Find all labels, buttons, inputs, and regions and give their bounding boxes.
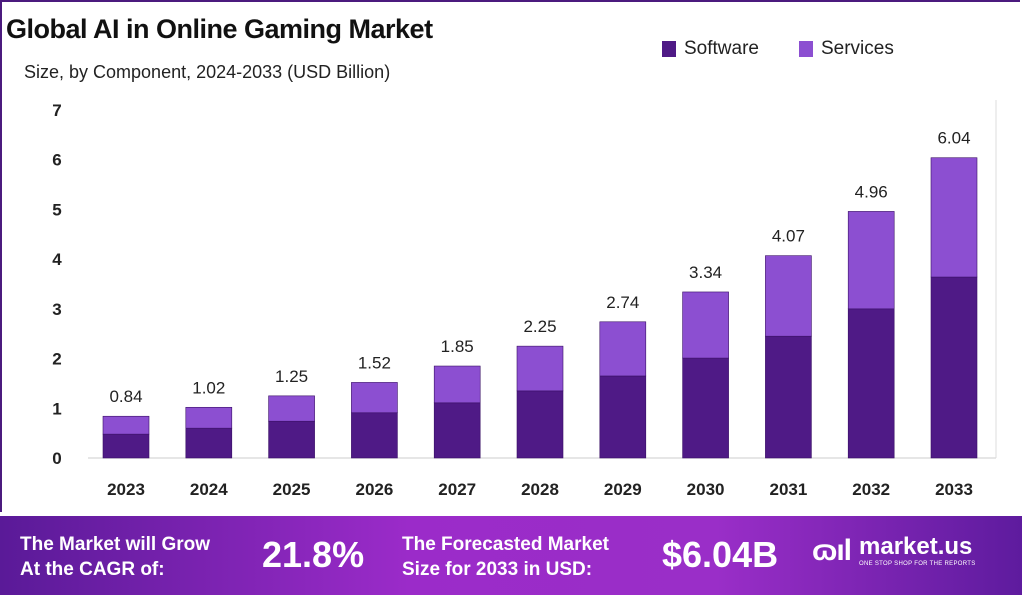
y-tick-label: 1 bbox=[52, 399, 61, 418]
data-label-total: 1.02 bbox=[192, 378, 225, 397]
x-tick-label: 2025 bbox=[273, 480, 311, 499]
logo-name: market.us bbox=[859, 533, 973, 560]
y-tick-label: 2 bbox=[52, 350, 61, 369]
bar-software-2025 bbox=[268, 420, 315, 459]
legend-label: Services bbox=[820, 38, 894, 59]
forecast-label-line: The Forecasted Market bbox=[402, 534, 609, 555]
bar-chart: 0 1 2 3 4 5 6 7 0.84 2023 1.02 2024 1.25 2025 1.52 2026… bbox=[52, 100, 997, 499]
cagr-label: The Market will Grow At the CAGR of: bbox=[20, 532, 210, 582]
x-tick-label: 2024 bbox=[190, 480, 228, 499]
legend: Software Services bbox=[662, 38, 894, 60]
bar-software-2027 bbox=[433, 402, 481, 459]
cagr-value: 21.8% bbox=[262, 534, 365, 575]
data-label-total: 1.25 bbox=[275, 367, 308, 386]
chart-frame bbox=[0, 0, 1020, 512]
x-tick-label: 2028 bbox=[521, 480, 559, 499]
bar-software-2029 bbox=[599, 375, 647, 459]
bar-services-2032 bbox=[847, 211, 895, 310]
data-label-total: 4.96 bbox=[855, 182, 888, 201]
data-label-total: 2.74 bbox=[606, 293, 639, 312]
bar-software-2024 bbox=[185, 427, 233, 459]
x-tick-label: 2029 bbox=[604, 480, 642, 499]
logo-text: market.us ONE STOP SHOP FOR THE REPORTS bbox=[859, 534, 976, 568]
legend-swatch-services bbox=[798, 41, 813, 57]
y-tick-label: 7 bbox=[52, 101, 61, 120]
bar-software-2026 bbox=[351, 412, 398, 459]
bar-software-2033 bbox=[930, 276, 978, 459]
forecast-label: The Forecasted Market Size for 2033 in US… bbox=[402, 532, 609, 582]
bar-software-2030 bbox=[682, 357, 729, 459]
y-tick-label: 3 bbox=[52, 300, 61, 319]
y-tick-label: 0 bbox=[52, 449, 61, 468]
cagr-label-line: At the CAGR of: bbox=[20, 559, 165, 580]
marketus-logo: ɷıl market.us ONE STOP SHOP FOR THE REPOR… bbox=[812, 534, 976, 568]
data-label-total: 1.85 bbox=[441, 337, 474, 356]
bar-services-2029 bbox=[599, 321, 647, 377]
forecast-value: $6.04B bbox=[662, 534, 779, 575]
x-tick-label: 2027 bbox=[438, 480, 476, 499]
bar-software-2031 bbox=[765, 335, 812, 459]
bar-software-2028 bbox=[516, 390, 564, 459]
legend-label: Software bbox=[684, 38, 759, 59]
bar-services-2033 bbox=[930, 157, 978, 278]
legend-item-services: Services bbox=[798, 38, 894, 60]
chart-subtitle: Size, by Component, 2024-2033 (USD Billi… bbox=[24, 62, 391, 82]
bar-services-2030 bbox=[682, 291, 729, 359]
bar-software-2032 bbox=[847, 308, 895, 459]
x-tick-label: 2023 bbox=[107, 480, 145, 499]
logo-tagline: ONE STOP SHOP FOR THE REPORTS bbox=[859, 561, 976, 567]
logo-icon: ɷıl bbox=[812, 534, 852, 567]
forecast-label-line: Size for 2033 in USD: bbox=[402, 559, 593, 580]
x-tick-label: 2032 bbox=[852, 480, 890, 499]
bar-services-2024 bbox=[185, 406, 233, 429]
x-tick-label: 2026 bbox=[355, 480, 393, 499]
x-tick-label: 2033 bbox=[935, 480, 973, 499]
bar-services-2025 bbox=[268, 395, 315, 422]
legend-swatch-software bbox=[662, 41, 676, 57]
bar-services-2023 bbox=[102, 415, 150, 435]
bar-services-2026 bbox=[351, 382, 398, 414]
chart-title: Global AI in Online Gaming Market bbox=[6, 14, 433, 44]
data-label-total: 0.84 bbox=[109, 387, 142, 406]
bar-software-2023 bbox=[102, 433, 150, 459]
y-tick-label: 4 bbox=[52, 250, 62, 269]
data-label-total: 6.04 bbox=[937, 129, 970, 148]
bar-services-2027 bbox=[433, 365, 481, 404]
x-tick-label: 2031 bbox=[769, 480, 807, 499]
data-label-total: 4.07 bbox=[772, 227, 805, 246]
summary-banner: The Market will Grow At the CAGR of: 21.8… bbox=[0, 516, 1022, 595]
bar-services-2031 bbox=[765, 255, 812, 337]
bar-services-2028 bbox=[516, 345, 564, 392]
data-label-total: 1.52 bbox=[358, 353, 391, 372]
cagr-label-line: The Market will Grow bbox=[20, 534, 211, 555]
legend-item-software: Software bbox=[662, 38, 759, 60]
y-tick-label: 6 bbox=[52, 151, 61, 170]
y-tick-label: 5 bbox=[52, 200, 61, 219]
data-label-total: 2.25 bbox=[523, 317, 556, 336]
x-tick-label: 2030 bbox=[687, 480, 725, 499]
data-label-total: 3.34 bbox=[689, 263, 722, 282]
